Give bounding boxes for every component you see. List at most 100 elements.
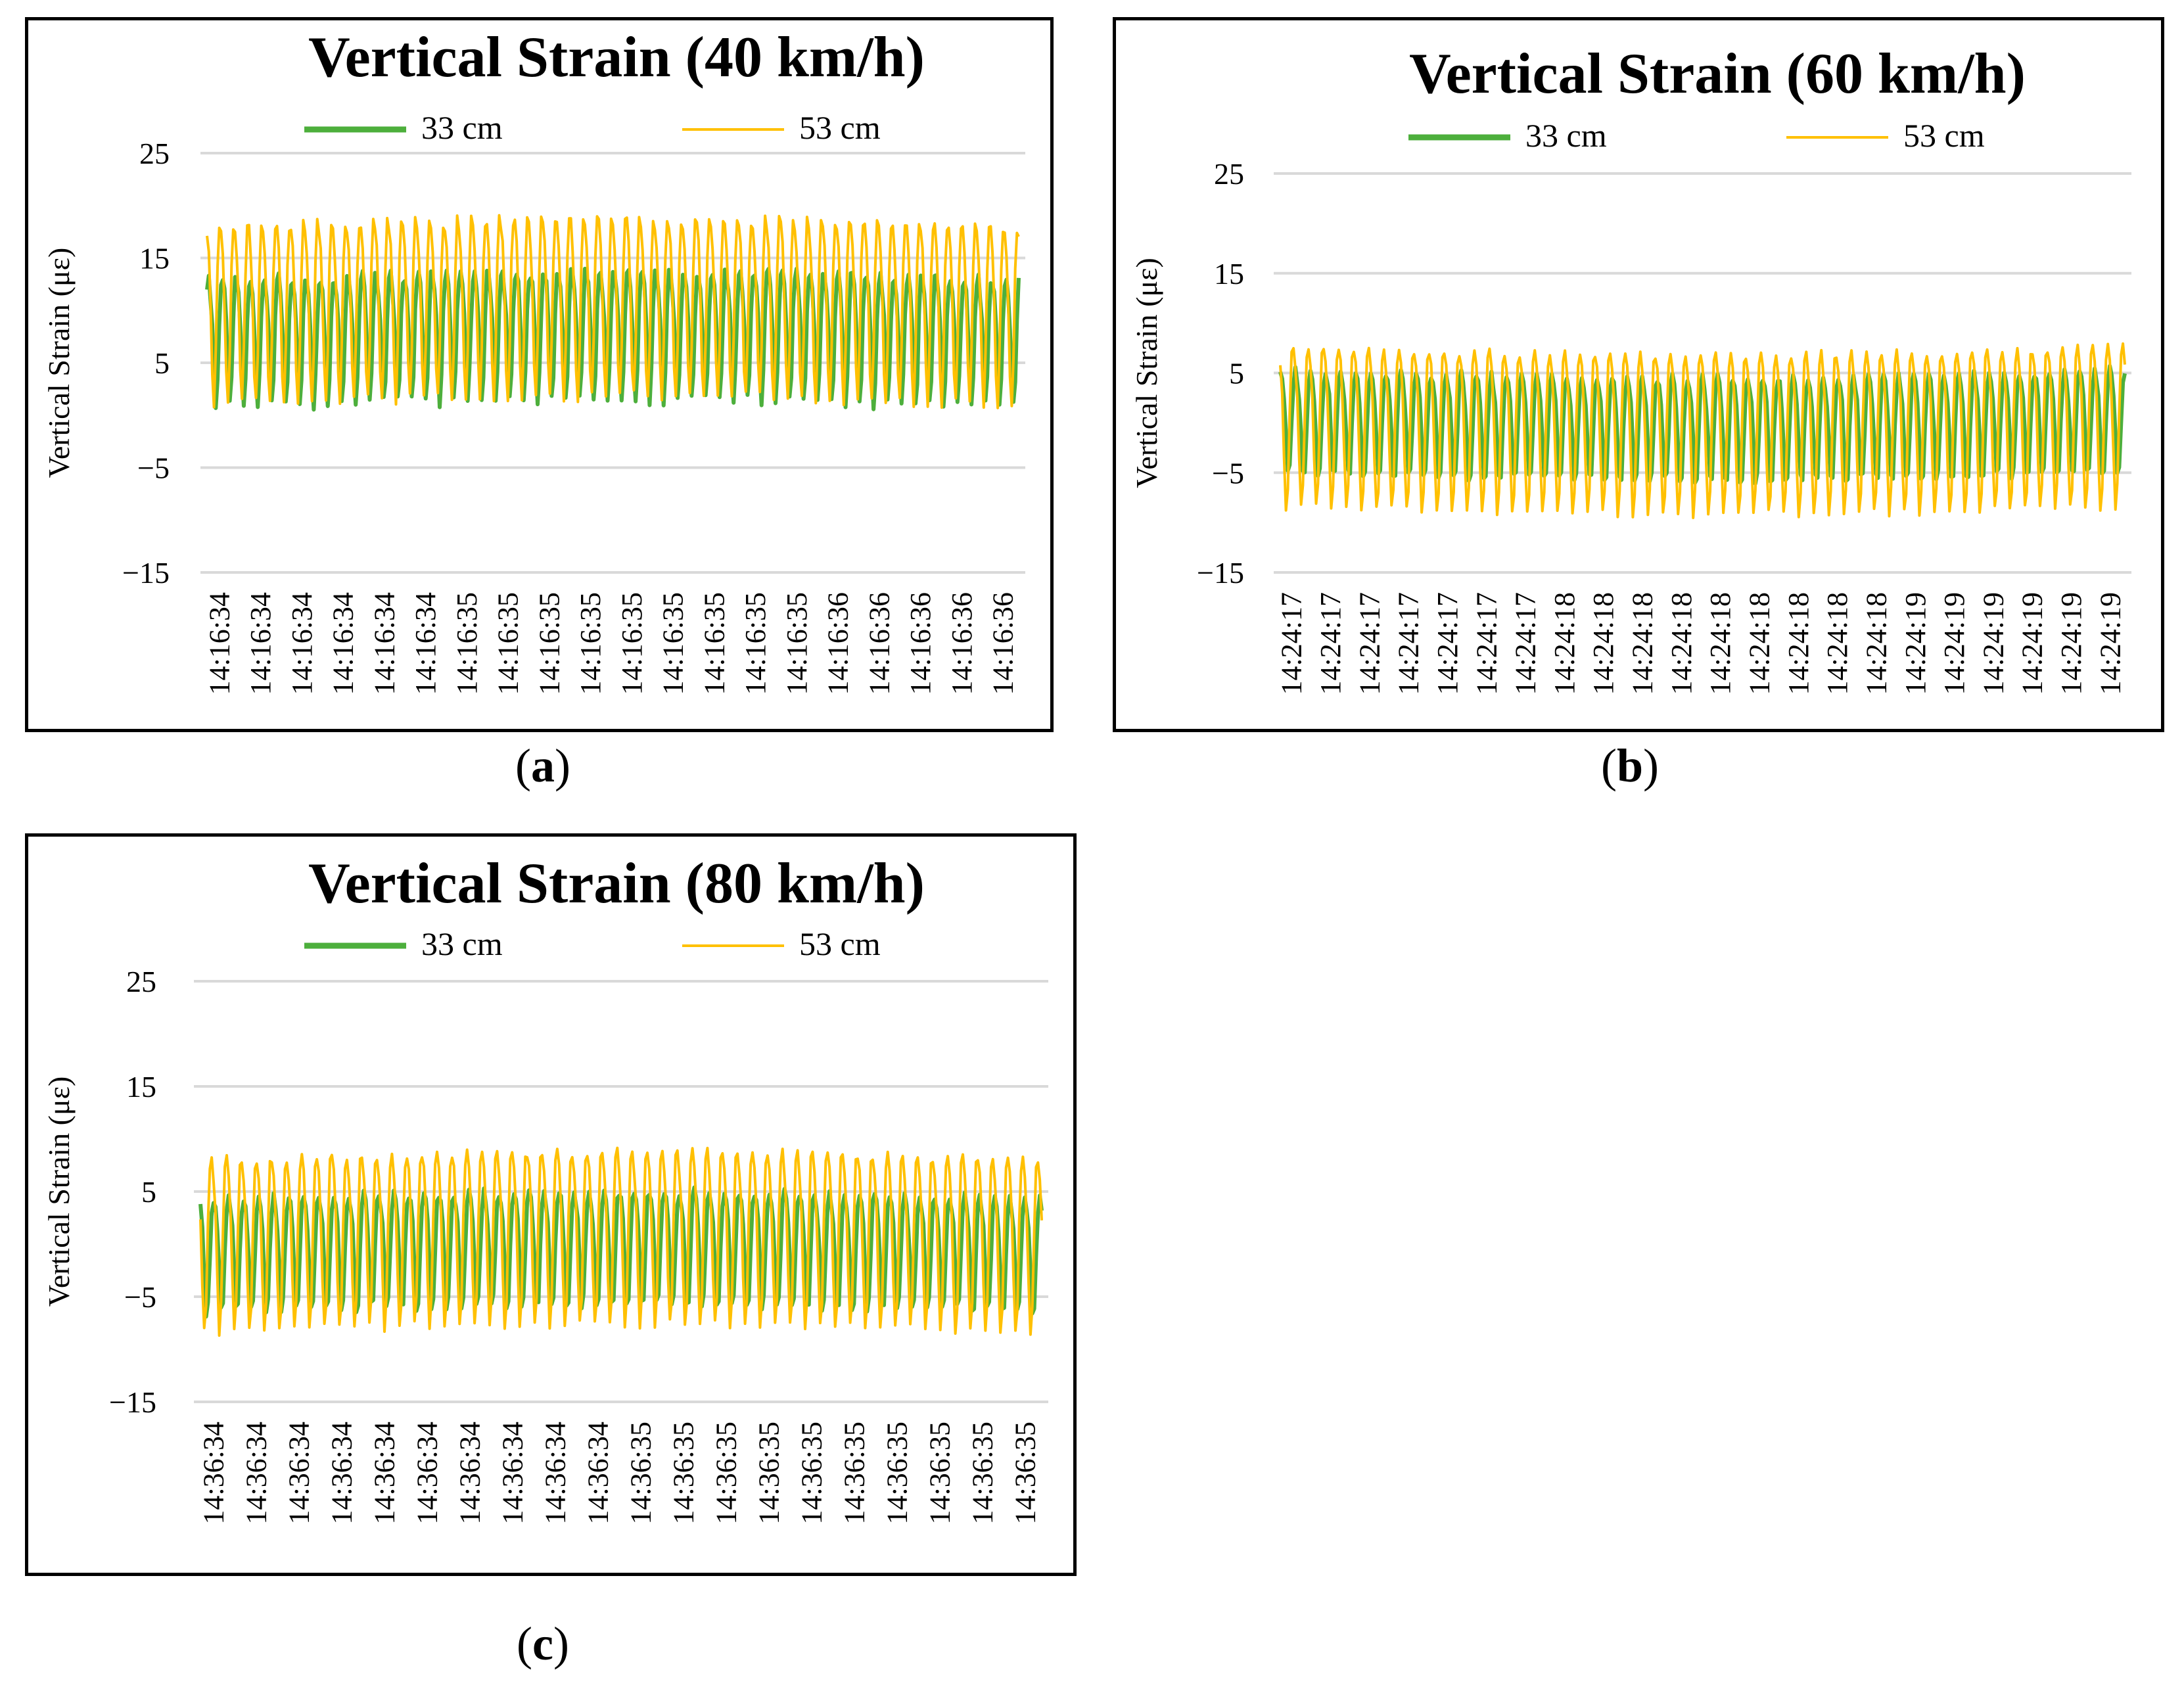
x-tick-label: 14:16:36: [946, 592, 978, 695]
x-tick-label: 14:24:17: [1276, 592, 1308, 695]
caption-a: (a): [515, 739, 570, 792]
x-tick-label: 14:36:34: [582, 1422, 615, 1524]
x-tick-label: 14:16:36: [904, 592, 937, 695]
caption-b: (b): [1600, 739, 1659, 792]
y-tick-label: 5: [1229, 357, 1244, 390]
y-axis-label: Vertical Strain (με): [42, 248, 76, 478]
x-tick-label: 14:16:34: [203, 592, 235, 695]
x-tick-label: 14:16:34: [327, 592, 360, 695]
x-tick-label: 14:36:34: [283, 1422, 315, 1524]
x-tick-label: 14:24:18: [1587, 592, 1619, 695]
x-tick-label: 14:24:19: [2016, 592, 2049, 695]
y-tick-label: 15: [126, 1070, 156, 1103]
x-tick-label: 14:16:34: [244, 592, 277, 695]
x-tick-label: 14:16:35: [657, 592, 689, 695]
x-tick-label: 14:36:35: [710, 1422, 743, 1524]
y-tick-label: 25: [1214, 157, 1244, 191]
chart-panel-c: Vertical Strain (80 km/h) 33 cm 53 cm 25 15 5…: [25, 833, 1077, 1576]
x-tick-label: 14:24:18: [1782, 592, 1815, 695]
x-tick-label: 14:36:34: [411, 1422, 444, 1524]
x-tick-label: 14:16:36: [987, 592, 1019, 695]
x-tick-label: 14:24:18: [1627, 592, 1659, 695]
chart-panel-a: Vertical Strain (40 km/h) 33 cm 53 cm 25 15 5…: [25, 17, 1054, 732]
legend-label-33cm: 33 cm: [421, 109, 503, 146]
x-tick-label: 14:24:18: [1704, 592, 1736, 695]
chart-panel-b: Vertical Strain (60 km/h) 33 cm 53 cm 25 15 5…: [1113, 17, 2164, 732]
series-line-53cm: [199, 1146, 1043, 1337]
x-tick-label: 14:36:35: [625, 1422, 657, 1524]
y-tick-label: 25: [139, 137, 170, 170]
y-tick-label: 15: [1214, 257, 1244, 290]
y-tick-label: −15: [122, 556, 170, 590]
y-tick-label: 5: [154, 346, 170, 380]
x-tick-label: 14:24:18: [1821, 592, 1853, 695]
y-tick-label: 5: [141, 1175, 156, 1209]
x-tick-label: 14:36:35: [967, 1422, 999, 1524]
x-tick-label: 14:36:34: [497, 1422, 529, 1524]
x-tick-label: 14:24:18: [1743, 592, 1775, 695]
legend-label-53cm: 53 cm: [1903, 117, 1985, 154]
y-axis-label: Vertical Strain (με): [42, 1077, 76, 1307]
legend-label-53cm: 53 cm: [799, 925, 881, 962]
x-tick-label: 14:36:35: [839, 1422, 871, 1524]
x-tick-label: 14:16:35: [574, 592, 607, 695]
x-tick-label: 14:36:35: [796, 1422, 828, 1524]
x-tick-label: 14:16:35: [451, 592, 483, 695]
chart-title: Vertical Strain (80 km/h): [308, 852, 925, 916]
x-tick-label: 14:16:35: [533, 592, 565, 695]
y-tick-label: −5: [1212, 456, 1244, 490]
y-tick-label: 25: [126, 965, 156, 998]
x-tick-label: 14:24:17: [1470, 592, 1502, 695]
x-tick-label: 14:36:34: [241, 1422, 273, 1524]
chart-title: Vertical Strain (60 km/h): [1409, 42, 2026, 106]
caption-c: (c): [517, 1617, 569, 1670]
x-tick-label: 14:24:17: [1314, 592, 1347, 695]
x-tick-label: 14:36:35: [881, 1422, 914, 1524]
y-tick-label: −15: [1197, 556, 1244, 590]
legend-label-33cm: 33 cm: [421, 925, 503, 962]
x-tick-label: 14:16:36: [863, 592, 895, 695]
chart-svg-c: Vertical Strain (80 km/h) 33 cm 53 cm 25 15 5…: [42, 852, 1048, 1524]
x-tick-label: 14:36:35: [668, 1422, 700, 1524]
x-tick-label: 14:36:35: [753, 1422, 785, 1524]
x-tick-label: 14:36:34: [454, 1422, 486, 1524]
series-line-53cm: [206, 214, 1020, 409]
x-tick-label: 14:16:34: [409, 592, 442, 695]
x-tick-label: 14:36:34: [540, 1422, 572, 1524]
x-tick-label: 14:36:35: [924, 1422, 956, 1524]
x-tick-label: 14:24:17: [1510, 592, 1542, 695]
x-tick-label: 14:24:19: [1899, 592, 1932, 695]
series-line-53cm: [1279, 342, 2126, 519]
x-tick-label: 14:16:36: [822, 592, 854, 695]
x-tick-label: 14:24:19: [1938, 592, 1970, 695]
legend-label-33cm: 33 cm: [1525, 117, 1607, 154]
y-tick-label: −5: [124, 1280, 156, 1314]
legend-label-53cm: 53 cm: [799, 109, 881, 146]
y-tick-label: −5: [137, 452, 170, 485]
x-tick-label: 14:36:34: [198, 1422, 230, 1524]
x-tick-label: 14:16:35: [492, 592, 524, 695]
x-tick-label: 14:16:35: [781, 592, 813, 695]
y-tick-label: −15: [109, 1385, 156, 1419]
x-tick-label: 14:24:18: [1665, 592, 1698, 695]
x-tick-label: 14:24:19: [2094, 592, 2126, 695]
x-tick-label: 14:36:34: [369, 1422, 401, 1524]
x-tick-label: 14:24:19: [2055, 592, 2087, 695]
chart-svg-b: Vertical Strain (60 km/h) 33 cm 53 cm 25 15 5…: [1130, 42, 2131, 695]
x-tick-label: 14:16:34: [368, 592, 400, 695]
x-tick-label: 14:24:19: [1977, 592, 2009, 695]
x-tick-label: 14:36:34: [326, 1422, 358, 1524]
chart-title: Vertical Strain (40 km/h): [308, 26, 925, 89]
x-tick-label: 14:16:35: [739, 592, 772, 695]
y-tick-label: 15: [139, 242, 170, 275]
chart-svg-a: Vertical Strain (40 km/h) 33 cm 53 cm 25 15 5…: [42, 26, 1025, 695]
x-tick-label: 14:24:18: [1860, 592, 1892, 695]
y-axis-label: Vertical Strain (με): [1130, 258, 1163, 488]
x-tick-label: 14:16:35: [616, 592, 648, 695]
x-tick-label: 14:24:18: [1548, 592, 1581, 695]
x-tick-label: 14:16:34: [286, 592, 318, 695]
x-tick-label: 14:24:17: [1431, 592, 1464, 695]
x-tick-label: 14:36:35: [1010, 1422, 1042, 1524]
x-tick-label: 14:24:17: [1353, 592, 1385, 695]
x-tick-label: 14:24:17: [1393, 592, 1425, 695]
